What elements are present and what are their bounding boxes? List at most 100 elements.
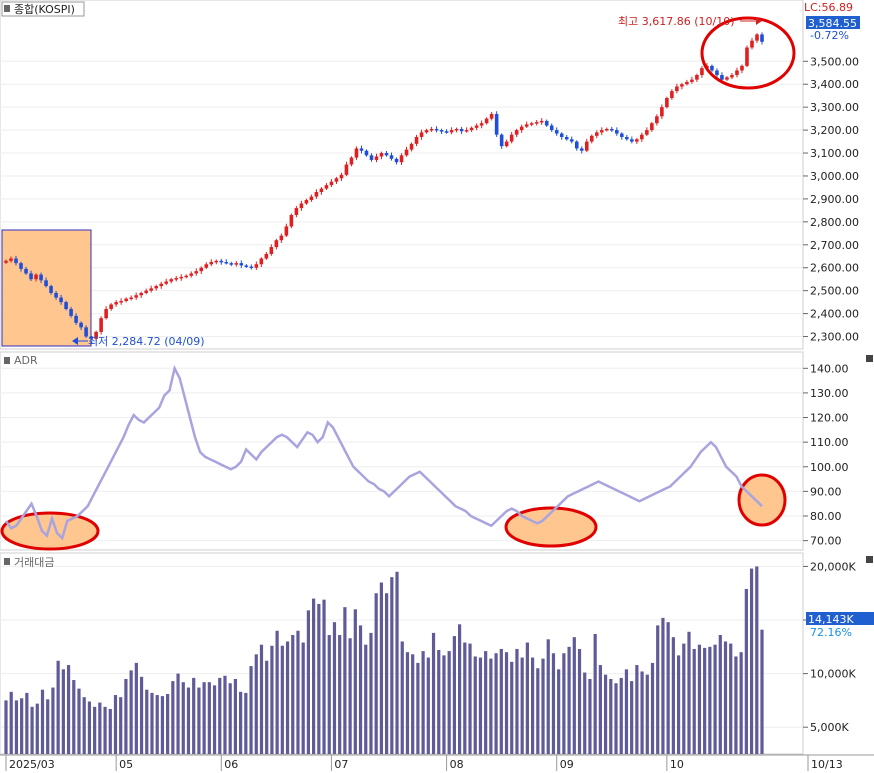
candle-body — [44, 280, 48, 287]
x-tick-label: 10/13 — [811, 758, 843, 771]
high-arrowhead — [756, 17, 762, 25]
low-annotation: 최저 2,284.72 (04/09) — [88, 335, 205, 348]
candle-body — [19, 263, 23, 269]
volume-bar — [113, 695, 118, 754]
candle-body — [670, 91, 674, 98]
candle-body — [399, 155, 404, 163]
candle-body — [529, 123, 534, 125]
candle-body — [304, 200, 309, 204]
volume-bar — [207, 682, 211, 754]
adr-highlight-3 — [737, 473, 787, 527]
x-tick-label: 07 — [334, 758, 348, 771]
candle-body — [745, 47, 749, 66]
candle-body — [494, 114, 499, 135]
candle-body — [274, 240, 279, 248]
candle-body — [29, 273, 33, 280]
volume-bar — [405, 652, 410, 754]
candle-body — [294, 208, 299, 215]
volume-bar — [640, 671, 644, 754]
price-panel — [0, 0, 804, 350]
candle-body — [9, 258, 13, 261]
volume-bar — [72, 680, 76, 754]
volume-bar — [93, 706, 97, 754]
volume-bar — [87, 701, 92, 754]
price-tick-label: 2,500.00 — [810, 285, 859, 298]
candle-body — [469, 127, 474, 131]
candle-body — [129, 297, 133, 300]
candle-body — [524, 124, 529, 127]
volume-bar — [426, 657, 430, 754]
candle-body — [604, 128, 609, 131]
last-price-badge — [806, 16, 860, 29]
volume-bar — [431, 632, 436, 754]
adr-line — [4, 364, 763, 541]
volume-tick-label: 10,000K — [810, 668, 856, 681]
volume-bar — [332, 622, 337, 754]
candle-body — [660, 107, 664, 117]
volume-bar — [411, 654, 415, 754]
candle-body — [645, 130, 649, 135]
volume-bar — [682, 643, 686, 754]
volume-bar — [40, 689, 45, 754]
candle-body — [54, 292, 58, 298]
volume-bar — [353, 609, 357, 754]
volume-bar — [134, 662, 138, 754]
candle-body — [569, 139, 574, 142]
volume-bar — [51, 687, 55, 754]
volume-bar — [577, 648, 582, 754]
candle-body — [344, 164, 349, 175]
volume-bar — [77, 688, 81, 754]
candle-body — [149, 288, 153, 291]
volume-bar — [176, 673, 180, 754]
volume-bar — [468, 643, 472, 754]
volume-bar — [588, 678, 592, 754]
x-tick-label: 06 — [224, 758, 238, 771]
candle-body — [625, 136, 629, 140]
panel-marker-volume — [4, 558, 10, 565]
volume-bar — [734, 656, 738, 754]
candle-body — [584, 141, 589, 151]
volume-bar — [14, 700, 19, 754]
candle-body — [154, 286, 158, 289]
candle-body — [104, 309, 108, 319]
candle-body — [319, 188, 324, 193]
adr-tick-label: 130.00 — [810, 387, 849, 400]
volume-bar — [630, 681, 634, 754]
adr-grid — [0, 367, 803, 542]
volume-bar — [306, 610, 310, 754]
price-axis: 2,300.00 2,400.00 2,500.00 2,600.00 2,700.00… — [803, 55, 859, 344]
volume-bar — [327, 635, 331, 754]
candle-body — [559, 133, 564, 137]
adr-close-button[interactable] — [866, 355, 873, 362]
candle-body — [439, 130, 444, 132]
volume-close-button[interactable] — [866, 556, 873, 563]
candle-body — [264, 253, 269, 259]
candle-body — [384, 153, 389, 156]
volume-tick-label: 20,000K — [810, 560, 856, 573]
volume-bar — [494, 653, 498, 754]
price-tick-label: 2,700.00 — [810, 239, 859, 252]
volume-bar — [9, 691, 13, 754]
volume-bar — [35, 703, 39, 754]
candle-body — [464, 130, 469, 132]
candle-body — [574, 141, 579, 149]
volume-bar — [270, 645, 274, 754]
candle-body — [174, 278, 179, 280]
candle-body — [339, 174, 344, 179]
volume-bar — [312, 598, 316, 754]
volume-bar — [442, 655, 446, 754]
price-tick-label: 3,400.00 — [810, 78, 859, 91]
candle-body — [59, 297, 63, 303]
price-tick-label: 3,200.00 — [810, 124, 859, 137]
candle-body — [39, 274, 43, 281]
candle-body — [650, 123, 654, 131]
volume-bar — [239, 691, 243, 754]
candle-body — [509, 134, 514, 142]
volume-bar — [129, 670, 133, 754]
volume-bar — [645, 674, 649, 754]
candle-body — [579, 148, 584, 151]
candle-body — [489, 114, 494, 119]
volume-bar — [249, 666, 253, 754]
candle-body — [109, 304, 113, 310]
